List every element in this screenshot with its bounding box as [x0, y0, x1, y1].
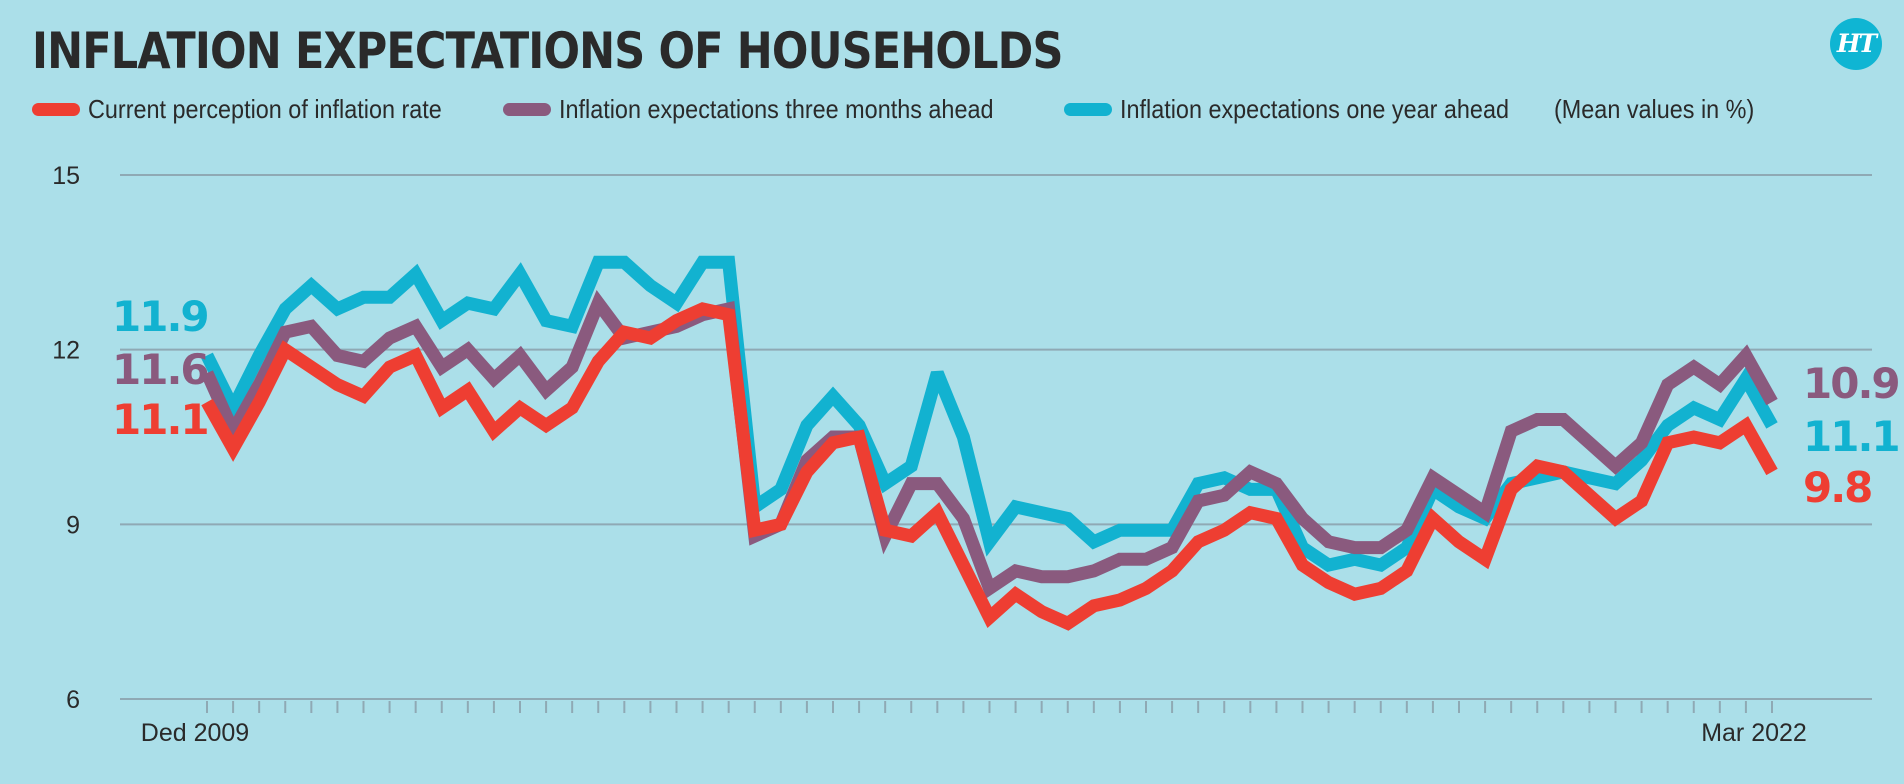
legend-swatch-current-perception — [32, 103, 80, 116]
y-tick-label-9: 9 — [66, 511, 80, 539]
end-value-label-three-months-ahead: 10.9 — [1803, 359, 1899, 408]
units-note: (Mean values in %) — [1554, 94, 1755, 124]
series-line-three-months-ahead — [201, 289, 1778, 599]
legend-swatch-three-months-ahead — [503, 103, 552, 116]
end-value-label-current-perception: 9.8 — [1803, 463, 1871, 512]
y-tick-label-15: 15 — [52, 162, 80, 190]
legend-label-three-months-ahead: Inflation expectations three months ahea… — [559, 94, 994, 124]
legend-swatch-one-year-ahead — [1063, 103, 1112, 116]
y-tick-label-12: 12 — [52, 337, 80, 365]
legend-label-one-year-ahead: Inflation expectations one year ahead — [1119, 94, 1509, 124]
legend-item-one-year-ahead: Inflation expectations one year ahead — [1063, 94, 1552, 125]
x-tick-label-first: Ded 2009 — [141, 719, 249, 747]
start-value-label-one-year-ahead: 11.9 — [112, 292, 208, 341]
legend-label-current-perception: Current perception of inflation rate — [88, 94, 442, 124]
start-value-label-three-months-ahead: 11.6 — [112, 345, 208, 394]
chart-legend: Current perception of inflation rate Inf… — [32, 94, 1777, 125]
start-value-label-current-perception: 11.1 — [112, 395, 208, 444]
ht-logo: HT — [1830, 18, 1882, 70]
legend-item-three-months-ahead: Inflation expectations three months ahea… — [503, 94, 1042, 125]
chart-title: INFLATION EXPECTATIONS OF HOUSEHOLDS — [32, 22, 1063, 80]
y-tick-label-6: 6 — [66, 686, 80, 714]
x-tick-label-last: Mar 2022 — [1701, 719, 1807, 747]
end-value-label-one-year-ahead: 11.1 — [1803, 412, 1899, 461]
series-line-current-perception — [201, 302, 1778, 631]
legend-item-current-perception: Current perception of inflation rate — [32, 94, 481, 125]
